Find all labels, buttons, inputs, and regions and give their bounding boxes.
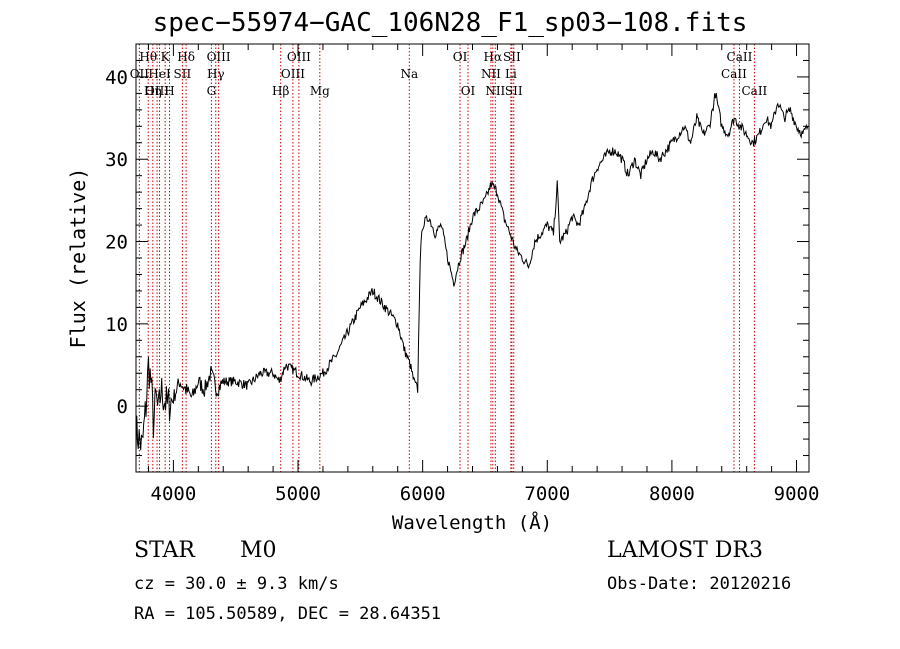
line-marker-label: OIII xyxy=(287,50,311,64)
line-marker-label: SII xyxy=(174,67,192,81)
line-marker-label: Hγ xyxy=(207,67,225,81)
y-tick-label: 30 xyxy=(105,149,128,171)
line-marker-label: G xyxy=(207,84,217,98)
line-marker-label: Mg xyxy=(310,84,330,98)
line-marker-label: OI xyxy=(453,50,468,64)
line-marker-label: OIII xyxy=(145,84,169,98)
y-tick-label: 40 xyxy=(105,67,128,89)
chart-title: spec−55974−GAC_106N28_F1_sp03−108.fits xyxy=(152,8,748,38)
line-marker-label: HeI xyxy=(148,67,171,81)
line-marker-label: NII xyxy=(485,84,505,98)
line-marker-label: CaII xyxy=(721,67,747,81)
plot-frame xyxy=(135,43,810,473)
y-tick-label: 0 xyxy=(117,396,128,418)
line-marker-label: OII xyxy=(130,67,150,81)
line-marker-label: CaII xyxy=(741,84,767,98)
line-marker-label: SII xyxy=(503,50,521,64)
x-tick-label: 6000 xyxy=(400,483,446,505)
y-tick-label: 10 xyxy=(105,314,128,336)
line-marker-label: Hα xyxy=(484,50,503,64)
x-tick-label: 7000 xyxy=(524,483,570,505)
object-class: STAR xyxy=(134,538,195,563)
line-marker-label: OIII xyxy=(207,50,231,64)
y-axis-label: Flux (relative) xyxy=(66,167,90,349)
line-marker-label: Na xyxy=(400,67,418,81)
line-marker-label: Hβ xyxy=(272,84,289,98)
x-tick-label: 4000 xyxy=(151,483,197,505)
survey-name: LAMOST DR3 xyxy=(607,538,763,563)
obs-date-text: Obs-Date: 20120216 xyxy=(607,574,792,594)
line-marker-label: Hδ xyxy=(177,50,195,64)
line-marker-label: Li xyxy=(505,67,517,81)
line-marker-label: K xyxy=(161,50,171,64)
spectrum-series xyxy=(135,92,809,452)
line-marker-label: OI xyxy=(461,84,476,98)
x-axis-label: Wavelength (Å) xyxy=(391,512,553,534)
axes: 4000 5000 6000 7000 8000 9000 0 10 20 30 40 xyxy=(105,43,820,505)
line-marker-label: NII xyxy=(481,67,501,81)
radec-text: RA = 105.50589, DEC = 28.64351 xyxy=(134,604,442,624)
line-marker-label: CaII xyxy=(727,50,753,64)
y-tick-label: 20 xyxy=(105,232,128,254)
x-tick-label: 9000 xyxy=(774,483,820,505)
line-marker-label: SII xyxy=(505,84,523,98)
line-marker-label: OIII xyxy=(281,67,305,81)
x-tick-label: 5000 xyxy=(275,483,321,505)
x-tick-label: 8000 xyxy=(649,483,695,505)
object-subclass: M0 xyxy=(240,538,277,563)
line-marker-label: Hθ xyxy=(139,50,157,64)
spectrum-line xyxy=(135,92,809,452)
redshift-text: cz = 30.0 ± 9.3 km/s xyxy=(134,574,339,594)
line-marker-label: H xyxy=(164,84,174,98)
line-marker-label: Hη xyxy=(144,84,162,98)
